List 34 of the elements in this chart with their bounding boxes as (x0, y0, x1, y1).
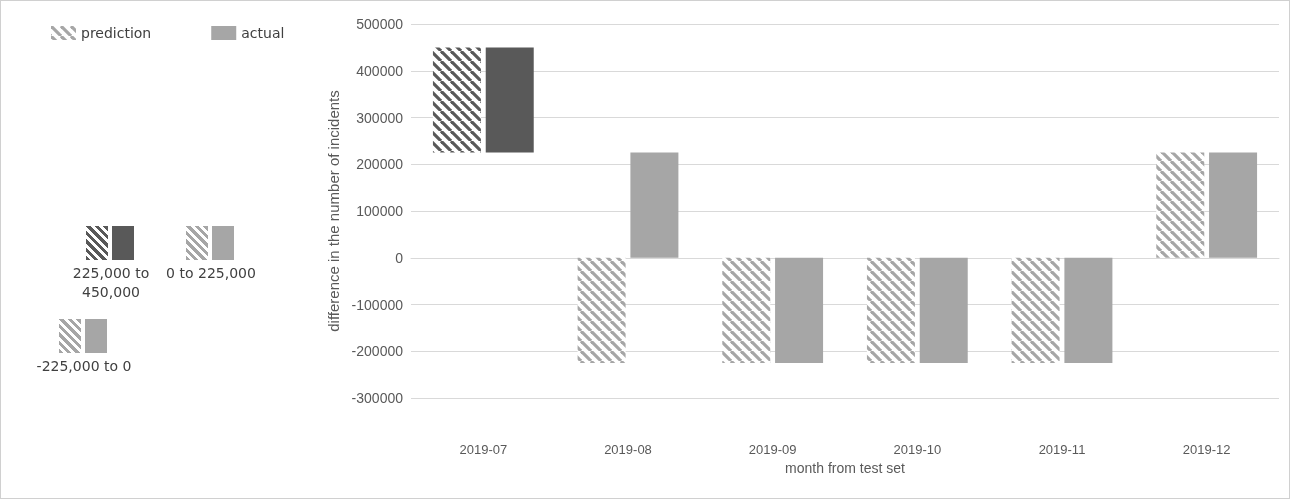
y-tick-label: -200000 (351, 343, 404, 360)
y-tick-label: -300000 (351, 390, 404, 406)
x-tick-label: 2019-11 (1038, 442, 1086, 457)
legend-label: prediction (81, 25, 152, 41)
bar (1209, 152, 1258, 258)
text: -225,000 to 0 (35, 357, 133, 376)
bar (1064, 257, 1113, 363)
x-tick-label: 2019-09 (748, 442, 797, 457)
y-tick-label: 0 (395, 249, 404, 266)
x-tick-label: 2019-07 (459, 442, 508, 457)
text: 0 to 225,000 (165, 264, 257, 283)
legend-label: actual (241, 25, 285, 41)
bar (577, 257, 626, 363)
x-tick-label: 2019-12 (1182, 442, 1231, 457)
bar (775, 257, 824, 363)
bar (722, 257, 771, 363)
bar (919, 257, 968, 363)
y-tick-label: -100000 (351, 296, 404, 313)
x-tick-label: 2019-10 (893, 442, 942, 457)
bar (432, 47, 481, 153)
y-tick-label: 100000 (356, 203, 404, 219)
bar (1011, 257, 1060, 363)
y-tick-label: 200000 (356, 156, 404, 173)
y-tick-label: 400000 (356, 62, 404, 79)
bar (485, 47, 534, 153)
y-tick-label: 500000 (356, 16, 404, 32)
text: 225,000 to 450,000 (71, 264, 151, 302)
bar (1156, 152, 1205, 258)
bar (866, 257, 915, 363)
y-axis-title: difference in the number of incidents (324, 90, 342, 332)
x-tick-label: 2019-08 (604, 442, 652, 457)
y-tick-label: 300000 (356, 109, 404, 126)
x-axis-title: month from test set (785, 459, 906, 476)
bar (630, 152, 679, 258)
